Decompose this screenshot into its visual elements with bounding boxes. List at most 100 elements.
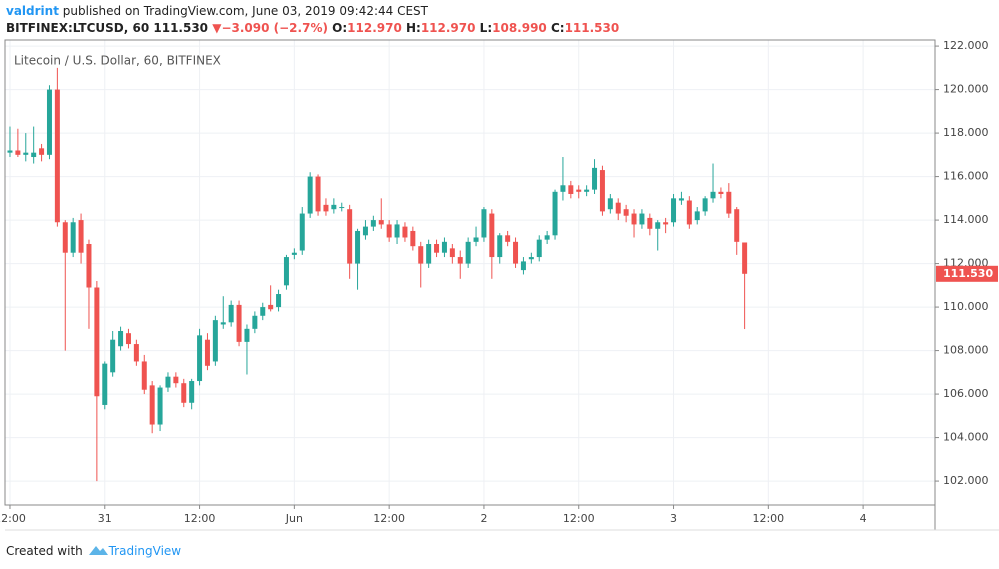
candle-body	[133, 344, 139, 362]
o-label: O:	[332, 21, 348, 35]
y-tick-label: 122.000	[943, 39, 989, 52]
candle-body	[528, 257, 534, 260]
candle-body	[54, 89, 60, 223]
c-label: C:	[550, 21, 565, 35]
candle-body	[647, 217, 653, 229]
y-tick-label: 114.000	[943, 213, 989, 226]
candle-body	[631, 213, 637, 225]
candle-body	[299, 213, 305, 251]
logo	[88, 546, 108, 555]
y-tick-label: 116.000	[943, 170, 989, 183]
candle-body	[173, 376, 179, 384]
candle-body	[489, 213, 495, 258]
candle-body	[576, 189, 582, 192]
candle-body	[678, 198, 684, 201]
candle-body	[46, 89, 52, 155]
candle-body	[584, 189, 590, 192]
candle-body	[212, 320, 218, 362]
x-tick-label: 12:00	[752, 512, 784, 525]
candle-body	[347, 209, 353, 264]
candle-body	[536, 239, 542, 258]
y-tick-label: 110.000	[943, 300, 989, 313]
candle-body	[236, 304, 242, 342]
candle-body	[394, 224, 400, 238]
candle-body	[31, 152, 37, 158]
candle-body	[473, 237, 479, 242]
candle-body	[552, 191, 558, 236]
candle-body	[410, 230, 416, 247]
candle-body	[465, 241, 471, 264]
candle-body	[94, 287, 100, 397]
candle-body	[378, 220, 384, 225]
last: 111.530	[153, 21, 209, 35]
candle-body	[118, 331, 124, 347]
candle-body	[331, 204, 337, 210]
candle-body	[671, 198, 677, 223]
candle-body	[220, 322, 226, 325]
candle-body	[505, 235, 511, 242]
candle-body	[615, 202, 621, 214]
x-tick-label: 12:00	[373, 512, 405, 525]
candle-body	[189, 381, 195, 403]
candle-body	[323, 204, 329, 212]
candle-body	[544, 235, 550, 240]
l-label: L:	[479, 21, 493, 35]
candle-body	[141, 361, 147, 390]
candle-body	[268, 304, 274, 310]
l: 108.990	[492, 21, 547, 35]
brand[interactable]: TradingView	[108, 544, 182, 558]
candle-body	[694, 211, 700, 221]
chart-title: Litecoin / U.S. Dollar, 60, BITFINEX	[14, 54, 221, 68]
candle-body	[283, 257, 289, 286]
candle-body	[426, 244, 432, 264]
x-tick-label: 2	[480, 512, 487, 525]
y-tick-label: 108.000	[943, 344, 989, 357]
candle-body	[599, 170, 605, 212]
last-price-tag	[936, 265, 998, 282]
h: 112.970	[420, 21, 476, 35]
candle-body	[125, 333, 131, 345]
candle-body	[663, 222, 669, 225]
header-line: valdrint published on TradingView.com, J…	[6, 4, 428, 18]
candle-body	[742, 242, 748, 274]
candle-body	[362, 226, 368, 236]
candle-body	[86, 244, 92, 288]
candle-body	[315, 176, 321, 212]
created: Created with	[6, 544, 83, 558]
x-tick-label: Jun	[285, 512, 303, 525]
candle-body	[386, 224, 392, 238]
candle-body	[157, 387, 163, 425]
candle-body	[339, 207, 345, 209]
candle-body	[370, 220, 376, 227]
candle-body	[655, 222, 661, 229]
candle-body	[560, 185, 566, 192]
candle-body	[418, 246, 424, 264]
x-tick-label: 3	[670, 512, 677, 525]
author[interactable]: valdrint	[6, 4, 59, 18]
candle-body	[441, 241, 447, 253]
candle-body	[513, 241, 519, 264]
last-price-label: 111.530	[943, 267, 993, 280]
o: 112.970	[347, 21, 402, 35]
symbol-line: BITFINEX:LTCUSD, 60 111.530 ▼−3.090 (−2.…	[6, 21, 619, 35]
candle-body	[568, 185, 574, 194]
candle-body	[244, 328, 250, 342]
candle-body	[592, 167, 598, 190]
symbol: BITFINEX:LTCUSD, 60	[6, 21, 150, 35]
candle-body	[710, 191, 716, 199]
candle-body	[197, 335, 203, 382]
x-tick-label: 12:00	[0, 512, 26, 525]
candle-body	[78, 220, 84, 253]
candle-body	[726, 191, 732, 214]
candle-body	[307, 176, 313, 214]
candle-body	[449, 248, 455, 258]
candle-body	[291, 252, 297, 255]
candle-body	[402, 226, 408, 238]
published: published on TradingView.com, June 03, 2…	[62, 4, 428, 18]
x-tick-label: 4	[860, 512, 867, 525]
candle-body	[149, 385, 155, 425]
candle-body	[497, 235, 503, 258]
x-tick-label: 12:00	[184, 512, 216, 525]
